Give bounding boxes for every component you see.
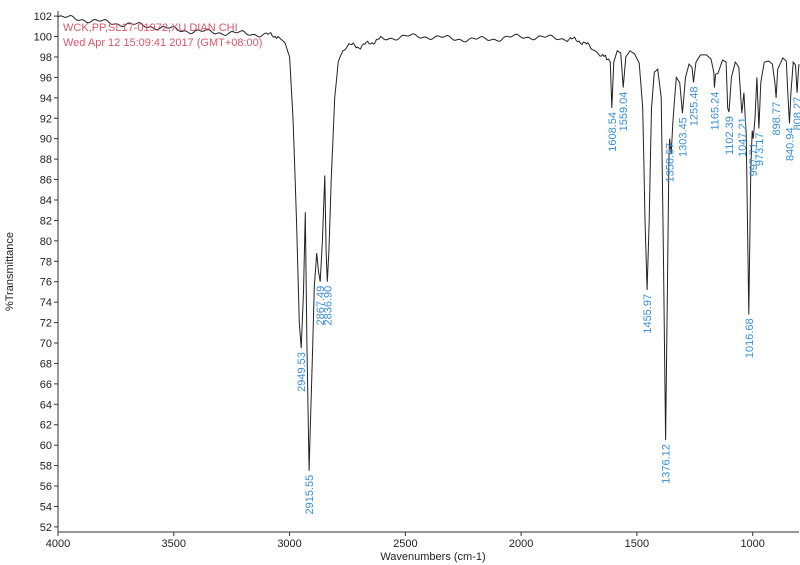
y-tick-label: 100 <box>34 32 52 44</box>
peak-label: 1559.04 <box>618 92 630 132</box>
x-tick-label: 3500 <box>162 538 186 550</box>
y-tick-label: 88 <box>40 154 52 166</box>
y-tick-label: 102 <box>34 11 52 23</box>
peak-label: 2836.90 <box>322 286 334 326</box>
header-line-2: Wed Apr 12 15:09:41 2017 (GMT+08:00) <box>63 37 262 49</box>
peak-label: 1376.12 <box>661 444 673 484</box>
y-tick-label: 54 <box>40 501 52 513</box>
y-tick-label: 90 <box>40 134 52 146</box>
y-tick-label: 72 <box>40 318 52 330</box>
x-tick-label: 2000 <box>509 538 533 550</box>
peak-label: 2867.49 <box>315 286 327 326</box>
y-tick-label: 76 <box>40 277 52 289</box>
y-tick-label: 66 <box>40 379 52 391</box>
y-tick-label: 98 <box>40 52 52 64</box>
y-tick-label: 64 <box>40 399 52 411</box>
y-tick-label: 52 <box>40 522 52 534</box>
y-tick-label: 70 <box>40 338 52 350</box>
series-layer <box>57 14 800 471</box>
spectrum-line <box>57 14 800 471</box>
y-tick-label: 92 <box>40 113 52 125</box>
x-tick-label: 4000 <box>46 538 70 550</box>
y-tick-label: 78 <box>40 256 52 268</box>
y-tick-label: 94 <box>40 93 52 105</box>
x-tick-label: 2500 <box>393 538 417 550</box>
peak-label: 808.27 <box>792 97 800 131</box>
y-tick-label: 68 <box>40 358 52 370</box>
peak-label: 840.94 <box>785 127 797 161</box>
y-tick-label: 84 <box>40 195 52 207</box>
x-tick-label: 1500 <box>625 538 649 550</box>
y-tick-label: 82 <box>40 215 52 227</box>
peak-label: 1608.54 <box>607 112 619 152</box>
peak-label: 898.77 <box>771 102 783 136</box>
y-axis-label: %Transmittance <box>4 232 16 311</box>
peak-label: 2949.53 <box>296 352 308 392</box>
peak-label: 1455.97 <box>642 294 654 334</box>
peak-label: 1303.45 <box>677 117 689 157</box>
peak-label: 1016.68 <box>744 318 756 358</box>
y-tick-label: 74 <box>40 297 52 309</box>
y-tick-label: 80 <box>40 236 52 248</box>
peak-label: 2915.55 <box>304 475 316 515</box>
x-axis-ticks: 4000 3500 3000 2500 2000 1500 1000 <box>46 532 765 550</box>
y-tick-label: 96 <box>40 72 52 84</box>
y-tick-label: 58 <box>40 461 52 473</box>
peak-label: 1102.39 <box>724 116 736 155</box>
peak-label: 1047.21 <box>737 117 749 157</box>
x-axis-label: Wavenumbers (cm-1) <box>380 551 485 563</box>
peak-label: 1255.48 <box>689 87 701 127</box>
peak-label: 1165.24 <box>709 92 721 131</box>
header-line-1: WCK,PP,SL17-01972,XU DIAN CHI <box>63 22 238 34</box>
x-tick-label: 1000 <box>740 538 764 550</box>
peak-label: 973.17 <box>754 133 766 167</box>
x-tick-label: 3000 <box>277 538 301 550</box>
y-tick-label: 62 <box>40 420 52 432</box>
y-tick-label: 56 <box>40 481 52 493</box>
peak-label: 1358.67 <box>665 143 677 183</box>
y-tick-label: 86 <box>40 175 52 187</box>
peak-label: 997.71 <box>748 143 760 177</box>
y-tick-label: 60 <box>40 440 52 452</box>
y-axis-ticks: 102 100 98 96 94 92 90 88 86 84 82 80 78 76 74 72 70 68 66… <box>34 11 58 534</box>
